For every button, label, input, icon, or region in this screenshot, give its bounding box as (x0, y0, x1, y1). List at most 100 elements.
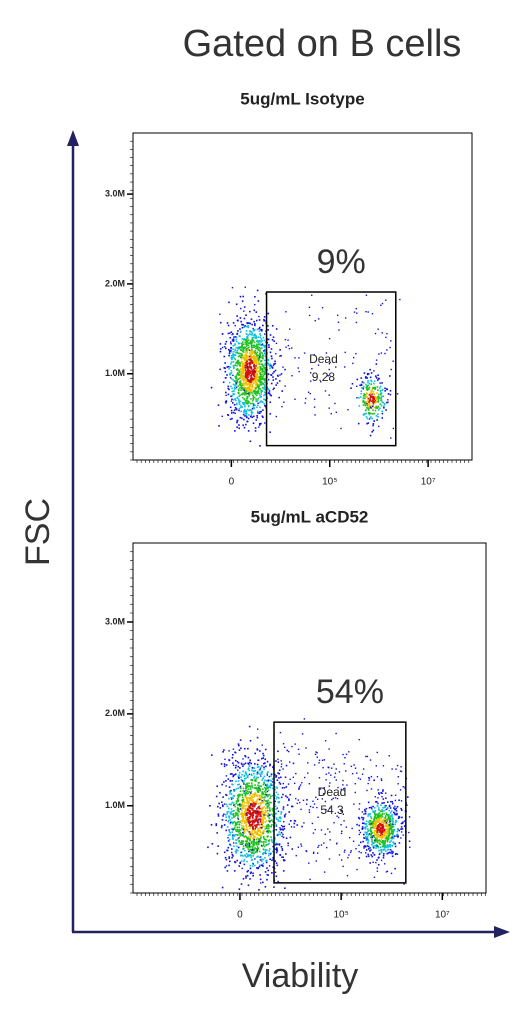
event-dot (230, 350, 233, 353)
event-dot (281, 849, 284, 851)
event-dot (254, 357, 257, 359)
event-dot (264, 381, 266, 383)
event-dot (254, 784, 256, 786)
event-dot (251, 378, 253, 380)
event-dot (263, 799, 265, 801)
event-dot (280, 766, 283, 768)
event-dot (227, 834, 230, 837)
event-dot (230, 372, 233, 374)
event-dot (371, 808, 373, 810)
event-dot (246, 839, 249, 841)
event-dot (350, 765, 353, 768)
event-dot (217, 813, 220, 816)
event-dot (381, 410, 383, 413)
event-dot (317, 816, 319, 818)
event-dot (221, 886, 224, 889)
event-dot (259, 859, 262, 861)
event-dot (371, 400, 373, 402)
event-dot (360, 387, 363, 389)
event-dot (268, 793, 271, 796)
event-dot (247, 388, 249, 390)
event-dot (251, 796, 254, 799)
event-dot (268, 814, 270, 817)
event-dot (390, 872, 393, 875)
event-dot (252, 834, 254, 836)
event-dot (378, 387, 381, 389)
event-dot (243, 366, 245, 368)
event-dot (371, 395, 374, 398)
event-dot (388, 845, 390, 847)
event-dot (250, 386, 253, 388)
event-dot (224, 391, 227, 394)
event-dot (262, 383, 265, 385)
event-dot (274, 871, 277, 873)
event-dot (375, 407, 377, 409)
event-dot (242, 855, 244, 857)
event-dot (275, 791, 278, 794)
event-dot (245, 410, 248, 412)
event-dot (249, 833, 252, 835)
event-dot (251, 334, 253, 336)
event-dot (254, 374, 257, 376)
event-dot (267, 799, 270, 802)
event-dot (353, 764, 355, 766)
event-dot (376, 827, 379, 830)
event-dot (263, 379, 266, 381)
event-dot (363, 813, 365, 815)
event-dot (256, 363, 258, 365)
event-dot (256, 399, 259, 401)
event-dot (256, 794, 259, 797)
event-dot (252, 826, 254, 828)
event-dot (242, 388, 244, 390)
event-dot (369, 416, 372, 419)
event-dot (358, 405, 361, 407)
event-dot (394, 867, 396, 870)
x-tick-label: 10⁵ (322, 477, 337, 488)
event-dot (261, 363, 264, 366)
event-dot (366, 825, 368, 828)
event-dot (240, 811, 243, 814)
event-dot (249, 797, 251, 799)
event-dot (256, 798, 259, 801)
event-dot (239, 381, 241, 384)
event-dot (245, 842, 248, 845)
event-dot (268, 825, 271, 827)
event-dot (247, 763, 250, 765)
event-dot (233, 388, 236, 390)
event-dot (250, 762, 252, 765)
event-dot (257, 812, 259, 815)
event-dot (260, 795, 263, 797)
event-dot (253, 775, 256, 778)
event-dot (404, 786, 406, 788)
event-dot (396, 812, 398, 815)
event-dot (268, 785, 271, 788)
event-dot (257, 818, 260, 821)
event-dot (391, 825, 394, 828)
event-dot (385, 812, 388, 815)
event-dot (269, 853, 272, 855)
event-dot (241, 779, 243, 782)
event-dot (366, 836, 369, 838)
event-dot (231, 339, 234, 341)
event-dot (243, 326, 245, 328)
event-dot (251, 339, 254, 342)
event-dot (250, 343, 253, 345)
event-dot (237, 787, 240, 789)
event-dot (263, 814, 265, 816)
event-dot (257, 359, 260, 361)
event-dot (251, 341, 253, 343)
event-dot (249, 363, 252, 365)
event-dot (293, 822, 296, 825)
event-dot (246, 860, 248, 863)
event-dot (272, 810, 274, 812)
event-dot (342, 787, 345, 790)
event-dot (378, 409, 380, 411)
event-dot (291, 375, 293, 377)
event-dot (297, 367, 299, 369)
event-dot (246, 397, 248, 400)
event-dot (266, 810, 268, 813)
event-dot (264, 366, 266, 369)
event-dot (320, 829, 323, 831)
event-dot (252, 852, 255, 855)
event-dot (381, 816, 384, 818)
